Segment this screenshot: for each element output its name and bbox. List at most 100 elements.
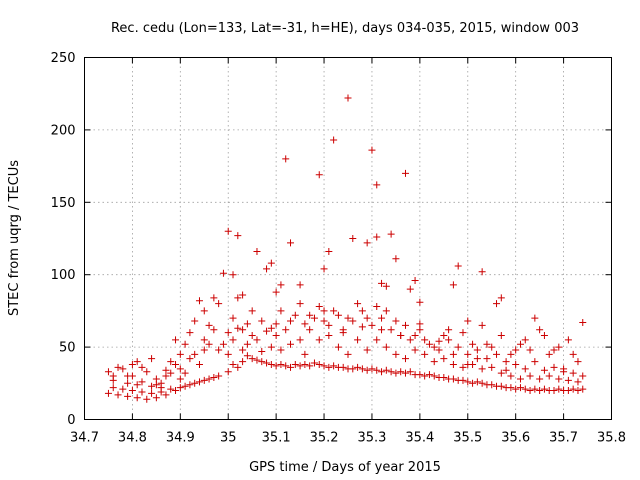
data-points bbox=[104, 94, 587, 403]
data-point bbox=[315, 171, 323, 179]
data-point bbox=[277, 281, 285, 289]
data-point bbox=[109, 384, 117, 392]
data-point bbox=[392, 369, 400, 377]
data-point bbox=[349, 235, 357, 242]
data-point bbox=[363, 346, 371, 354]
data-point bbox=[200, 376, 208, 384]
data-point bbox=[368, 321, 376, 329]
data-point bbox=[176, 375, 184, 383]
data-point bbox=[133, 358, 141, 366]
data-point bbox=[430, 343, 438, 351]
data-point bbox=[497, 332, 505, 340]
data-point bbox=[349, 365, 357, 373]
data-point bbox=[287, 363, 295, 371]
data-point bbox=[133, 394, 141, 402]
data-point bbox=[320, 317, 328, 325]
data-point bbox=[287, 340, 295, 348]
data-point bbox=[229, 314, 237, 322]
data-point bbox=[191, 379, 199, 387]
data-point bbox=[234, 232, 242, 240]
data-point bbox=[449, 360, 457, 368]
data-point bbox=[320, 307, 328, 315]
data-point bbox=[378, 368, 386, 376]
data-point bbox=[210, 326, 218, 334]
data-point bbox=[401, 355, 409, 363]
data-point bbox=[157, 379, 165, 387]
data-point bbox=[133, 381, 141, 389]
data-point bbox=[373, 233, 381, 241]
data-point bbox=[363, 366, 371, 374]
data-point bbox=[152, 381, 160, 389]
data-point bbox=[301, 350, 309, 358]
data-point bbox=[234, 324, 242, 332]
data-point bbox=[272, 362, 280, 370]
data-point bbox=[334, 343, 342, 351]
data-point bbox=[349, 317, 357, 325]
data-point bbox=[176, 350, 184, 358]
data-point bbox=[277, 307, 285, 315]
data-point bbox=[435, 346, 443, 354]
data-point bbox=[401, 169, 409, 177]
data-point bbox=[301, 320, 309, 328]
data-point bbox=[540, 332, 548, 340]
x-tick-label: 35 bbox=[220, 431, 237, 446]
data-point bbox=[248, 332, 256, 340]
data-point bbox=[560, 365, 568, 373]
data-point bbox=[555, 343, 563, 351]
data-point bbox=[540, 385, 548, 393]
data-point bbox=[497, 369, 505, 377]
data-point bbox=[258, 358, 266, 366]
plot-frame bbox=[84, 57, 612, 420]
data-point bbox=[387, 326, 395, 334]
data-point bbox=[248, 355, 256, 363]
data-point bbox=[526, 346, 534, 354]
data-point bbox=[339, 329, 347, 337]
data-point bbox=[210, 374, 218, 382]
y-tick-label: 100 bbox=[51, 268, 76, 283]
data-point bbox=[473, 355, 481, 363]
data-point bbox=[502, 358, 510, 366]
data-point bbox=[315, 360, 323, 368]
data-point bbox=[253, 356, 261, 364]
data-point bbox=[478, 321, 486, 329]
data-point bbox=[167, 369, 175, 377]
data-point bbox=[287, 317, 295, 325]
data-point bbox=[373, 181, 381, 189]
data-point bbox=[306, 362, 314, 370]
data-point bbox=[416, 298, 424, 306]
data-point bbox=[507, 384, 515, 392]
data-point bbox=[445, 326, 453, 334]
data-point bbox=[167, 385, 175, 393]
data-point bbox=[234, 294, 242, 302]
data-point bbox=[579, 372, 587, 380]
data-point bbox=[459, 363, 467, 371]
data-point bbox=[119, 365, 127, 373]
data-point bbox=[469, 379, 477, 387]
data-point bbox=[540, 366, 548, 374]
y-tick-label: 200 bbox=[51, 123, 76, 138]
data-point bbox=[124, 392, 132, 400]
data-point bbox=[516, 375, 524, 383]
data-point bbox=[325, 248, 333, 256]
data-point bbox=[406, 285, 414, 293]
data-point bbox=[454, 262, 462, 270]
data-point bbox=[512, 346, 520, 354]
data-point bbox=[574, 387, 582, 395]
data-point bbox=[267, 343, 275, 351]
data-point bbox=[172, 387, 180, 395]
data-point bbox=[382, 282, 390, 290]
data-point bbox=[406, 368, 414, 376]
data-point bbox=[416, 320, 424, 328]
data-point bbox=[195, 378, 203, 386]
data-point bbox=[239, 291, 247, 299]
data-point bbox=[176, 384, 184, 392]
data-point bbox=[186, 381, 194, 389]
data-point bbox=[363, 314, 371, 322]
data-point bbox=[531, 358, 539, 366]
data-point bbox=[469, 340, 477, 348]
data-point bbox=[205, 340, 213, 348]
data-point bbox=[330, 307, 338, 315]
data-point bbox=[138, 378, 146, 386]
data-point bbox=[128, 372, 136, 380]
data-point bbox=[358, 307, 366, 315]
